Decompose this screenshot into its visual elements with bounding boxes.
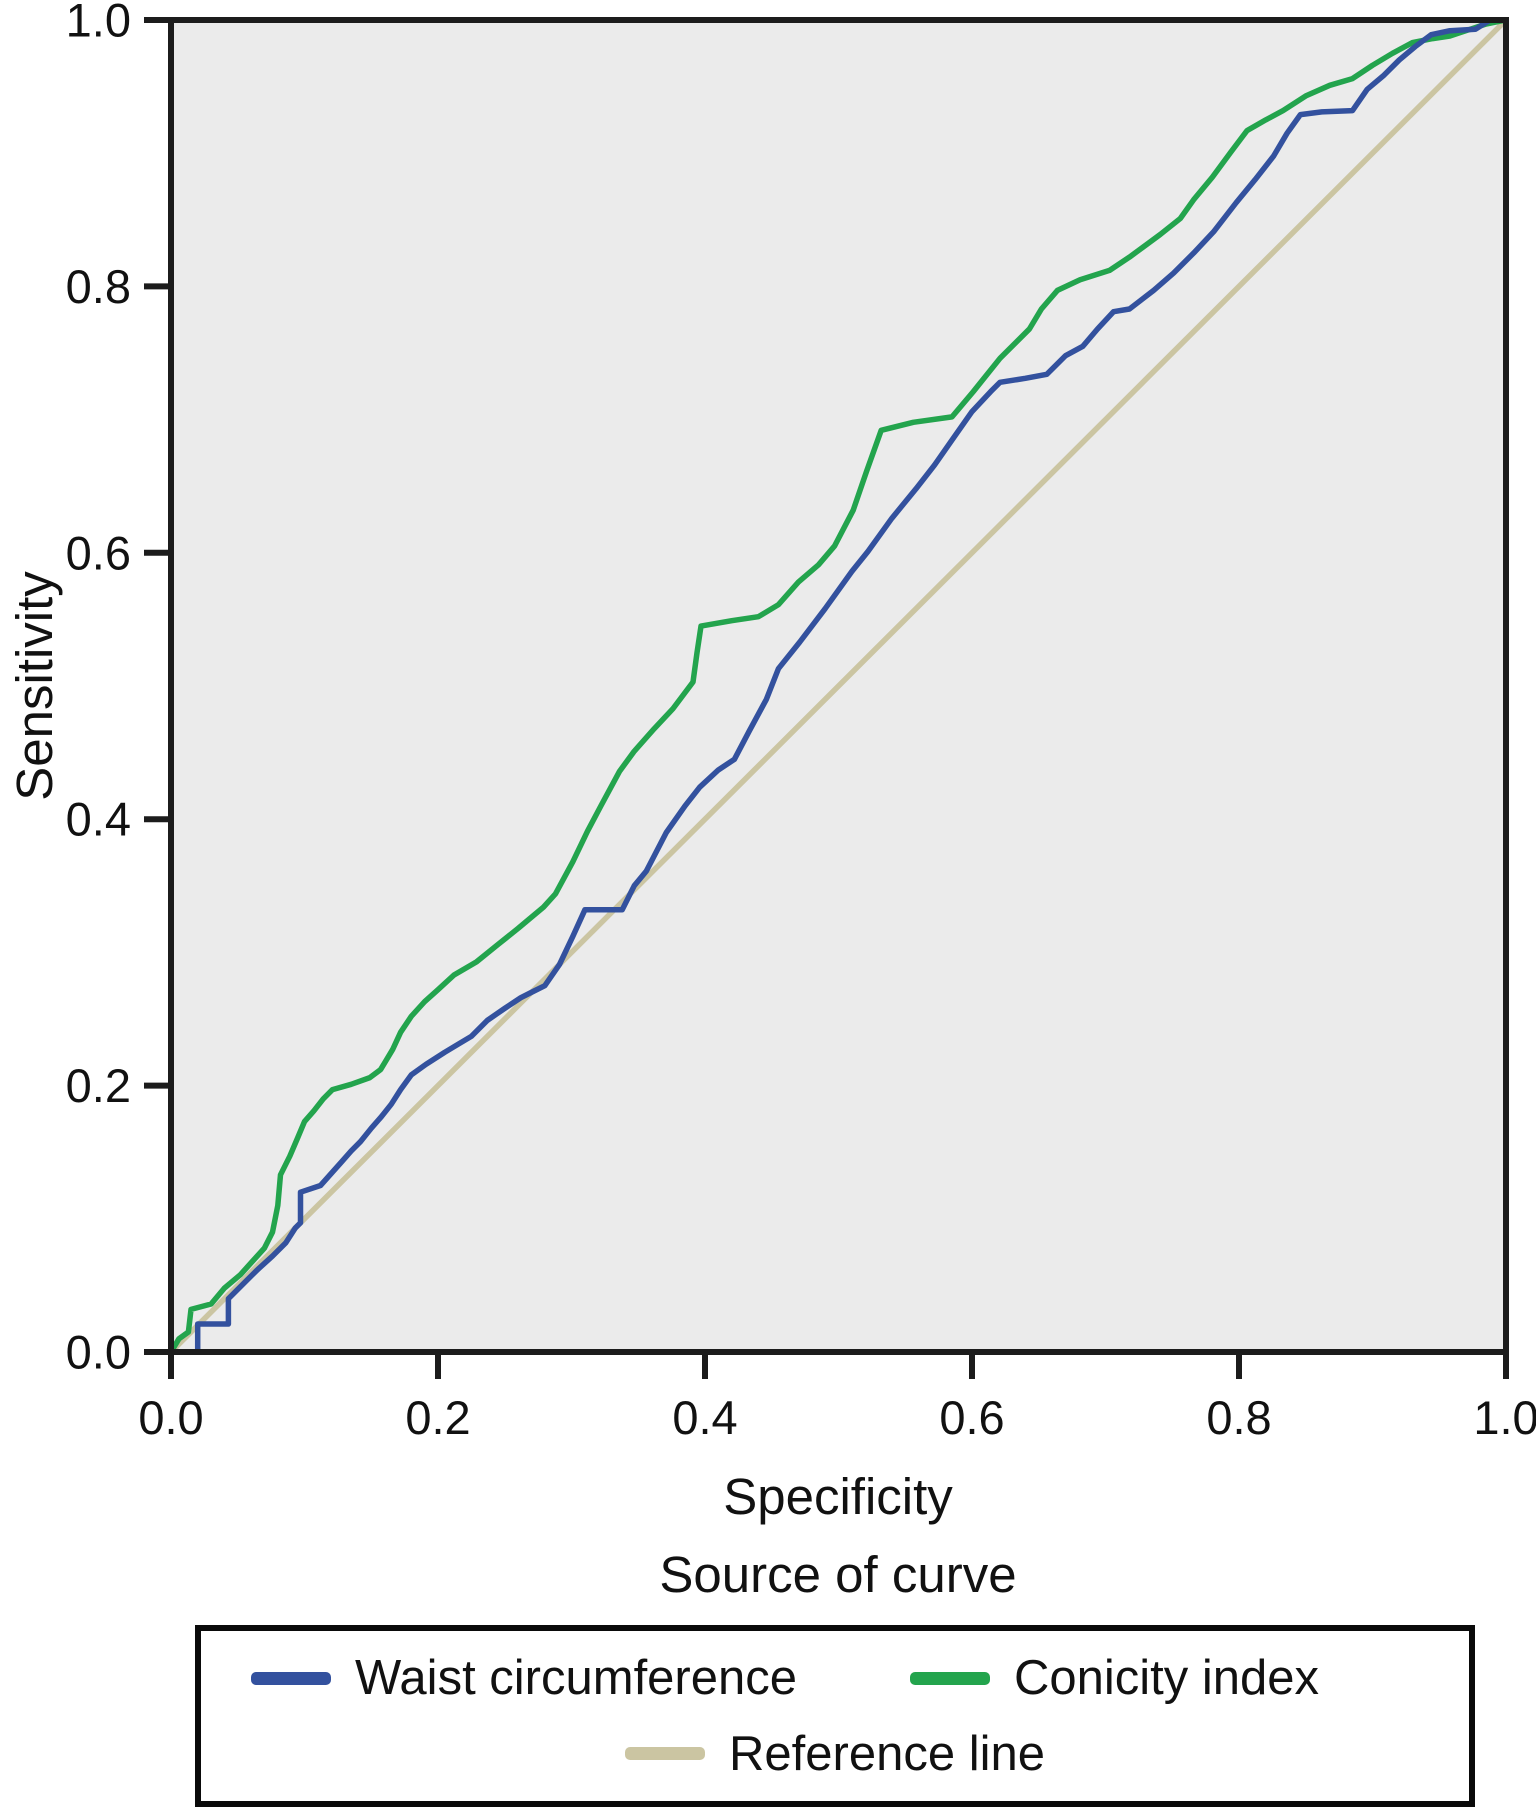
legend-swatch-conicity-index — [909, 1671, 990, 1685]
legend-item-conicity-index: Conicity index — [909, 1650, 1319, 1706]
legend-item-reference-line: Reference line — [625, 1726, 1045, 1782]
legend-title: Source of curve — [659, 1546, 1016, 1603]
legend-swatch-waist-circumference — [251, 1671, 331, 1685]
roc-curves — [171, 20, 1506, 1352]
legend-box: Waist circumference Conicity index Referen… — [195, 1625, 1475, 1807]
legend-swatch-reference-line — [625, 1747, 706, 1761]
x-tick-label: 0.4 — [672, 1391, 737, 1444]
y-tick-label: 1.0 — [66, 0, 131, 46]
plot-frame — [168, 17, 1509, 1355]
x-tick-label: 0.6 — [939, 1391, 1004, 1444]
y-tick-label: 0.8 — [66, 260, 131, 313]
legend-row: Reference line — [201, 1726, 1469, 1782]
y-tick-label: 0.4 — [66, 793, 131, 846]
legend-label-waist-circumference: Waist circumference — [355, 1651, 798, 1706]
y-tick-label: 0.2 — [66, 1059, 131, 1112]
legend-row: Waist circumference Conicity index — [201, 1650, 1469, 1706]
curve-reference-line — [171, 20, 1506, 1352]
y-axis-title: Sensitivity — [6, 571, 63, 801]
curve-conicity-index — [171, 20, 1506, 1352]
axis-ticks: 0.0 0.2 0.4 0.6 0.8 1.0 0.0 0.2 0.4 0.6 0.8 1.0 — [66, 0, 1536, 1444]
legend-label-conicity-index: Conicity index — [1013, 1651, 1319, 1706]
legend-label-reference-line: Reference line — [729, 1726, 1045, 1781]
legend-item-waist-circumference: Waist circumference — [251, 1650, 797, 1706]
x-tick-label: 0.8 — [1206, 1391, 1271, 1444]
y-tick-label: 0.0 — [66, 1325, 131, 1378]
x-tick-label: 1.0 — [1473, 1391, 1536, 1444]
curve-waist-circumference — [171, 20, 1506, 1352]
x-tick-label: 0.0 — [138, 1391, 203, 1444]
x-axis-title: Specificity — [723, 1468, 953, 1525]
y-tick-label: 0.6 — [66, 526, 131, 579]
x-tick-label: 0.2 — [405, 1391, 470, 1444]
